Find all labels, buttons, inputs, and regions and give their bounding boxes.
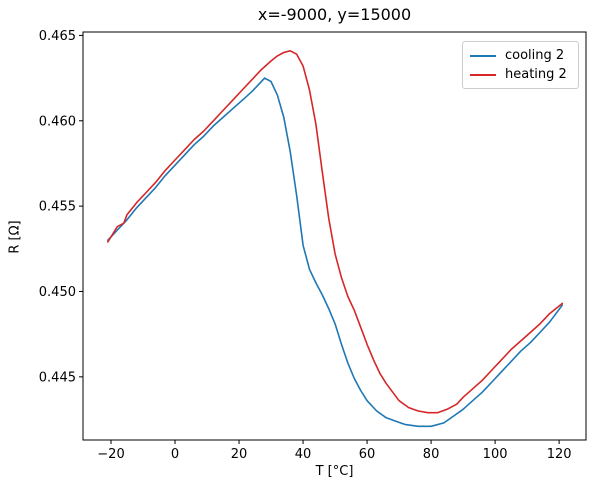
x-tick-label: 20 xyxy=(231,447,248,462)
legend-item-heating-2: heating 2 xyxy=(470,65,571,84)
x-tick-label: 120 xyxy=(547,447,572,462)
y-tick-label: 0.445 xyxy=(39,370,76,385)
x-tick-label: 0 xyxy=(171,447,179,462)
chart-title: x=-9000, y=15000 xyxy=(257,5,412,24)
x-axis-label: T [°C] xyxy=(315,464,354,479)
x-tick-label: −20 xyxy=(97,447,124,462)
legend: cooling 2 heating 2 xyxy=(462,41,579,89)
x-tick-label: 60 xyxy=(359,447,376,462)
y-tick-label: 0.460 xyxy=(39,114,76,129)
y-tick-label: 0.465 xyxy=(39,29,76,44)
cooling-line-swatch xyxy=(470,54,496,57)
legend-label-cooling-2: cooling 2 xyxy=(505,48,565,63)
heating-line-swatch xyxy=(470,73,496,76)
series-line-cooling-2 xyxy=(107,77,564,428)
legend-label-heating-2: heating 2 xyxy=(505,67,567,82)
y-axis-label: R [Ω] xyxy=(7,220,23,254)
x-tick-label: 40 xyxy=(295,447,312,462)
y-tick-label: 0.450 xyxy=(39,285,76,300)
x-tick-label: 80 xyxy=(423,447,440,462)
plot-border xyxy=(82,31,587,441)
series-line-heating-2 xyxy=(107,49,564,414)
x-tick-label: 100 xyxy=(483,447,508,462)
legend-item-cooling-2: cooling 2 xyxy=(470,46,571,65)
y-tick-label: 0.455 xyxy=(39,200,76,215)
